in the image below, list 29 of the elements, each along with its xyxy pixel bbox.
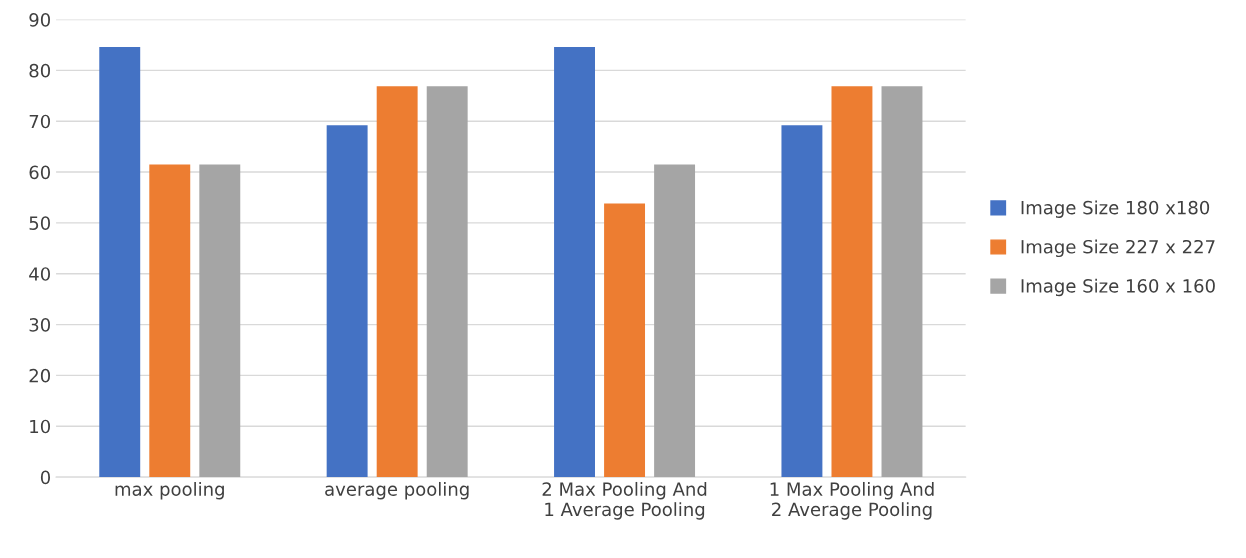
x-tick-label: 2 Max Pooling And 1 Average Pooling xyxy=(542,481,707,520)
y-tick-label: 80 xyxy=(29,63,51,78)
bar xyxy=(604,203,646,478)
x-tick-label: 1 Max Pooling And 2 Average Pooling xyxy=(770,481,934,520)
y-tick-label: 60 xyxy=(29,165,51,180)
y-tick-label: 40 xyxy=(29,267,51,281)
y-tick-label: 90 xyxy=(29,12,51,27)
bar xyxy=(654,164,696,478)
bar xyxy=(326,125,368,478)
bar xyxy=(376,86,418,478)
bar xyxy=(426,86,468,478)
legend-label: Image Size 227 x 227 xyxy=(1021,239,1215,258)
y-tick-label: 70 xyxy=(29,114,51,129)
bar xyxy=(881,86,923,478)
y-tick-label: 0 xyxy=(40,470,51,485)
y-tick-label: 20 xyxy=(29,368,51,383)
y-tick-label: 10 xyxy=(30,419,51,434)
x-tick-label: max pooling xyxy=(115,481,224,500)
x-tick-label: average pooling xyxy=(325,481,469,500)
y-tick-label: 30 xyxy=(29,318,51,332)
bar xyxy=(149,164,191,478)
bar xyxy=(199,164,241,478)
bar xyxy=(99,46,141,478)
legend-label: Image Size 160 x 160 xyxy=(1021,278,1215,297)
legend-label: Image Size 180 x180 xyxy=(1021,200,1210,218)
y-tick-label: 50 xyxy=(29,216,51,231)
bar xyxy=(781,125,823,478)
bar xyxy=(831,86,873,478)
bar xyxy=(554,46,595,478)
